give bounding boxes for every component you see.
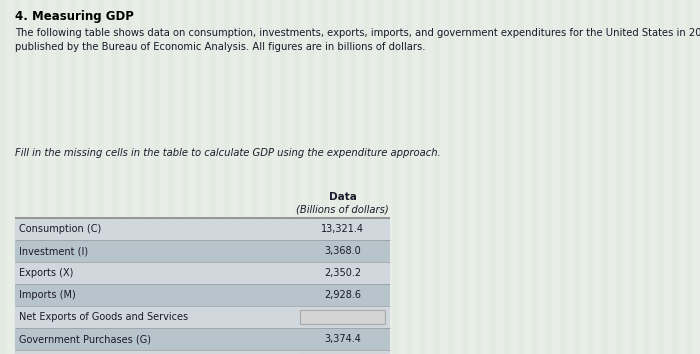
Bar (280, 0, 286, 354)
Bar (112, 0, 118, 354)
Bar (84, 0, 90, 354)
Bar (15, 306, 390, 328)
Bar (42, 0, 48, 354)
Bar (0, 0, 6, 354)
Text: 2,350.2: 2,350.2 (324, 268, 361, 278)
Bar (672, 0, 678, 354)
Text: published by the Bureau of Economic Analysis. All figures are in billions of dol: published by the Bureau of Economic Anal… (15, 42, 426, 52)
Bar (196, 0, 202, 354)
Bar (322, 0, 328, 354)
Bar (392, 0, 398, 354)
Bar (378, 0, 384, 354)
Bar (252, 0, 258, 354)
Text: 3,368.0: 3,368.0 (324, 246, 361, 256)
Bar (140, 0, 146, 354)
Bar (28, 0, 34, 354)
Bar (168, 0, 174, 354)
Text: Government Purchases (G): Government Purchases (G) (19, 334, 151, 344)
Bar (294, 0, 300, 354)
Bar (126, 0, 132, 354)
Bar (518, 0, 524, 354)
Bar (15, 350, 390, 354)
Bar (644, 0, 650, 354)
Bar (630, 0, 636, 354)
Bar (154, 0, 160, 354)
Bar (266, 0, 272, 354)
Bar (56, 0, 62, 354)
Bar (658, 0, 664, 354)
Bar (15, 240, 390, 262)
Bar (504, 0, 510, 354)
Bar (70, 0, 76, 354)
Bar (602, 0, 608, 354)
Bar (300, 310, 385, 324)
Text: Exports (X): Exports (X) (19, 268, 74, 278)
Bar (350, 0, 356, 354)
Bar (15, 284, 390, 306)
Text: Imports (M): Imports (M) (19, 290, 76, 300)
Bar (574, 0, 580, 354)
Text: Fill in the missing cells in the table to calculate GDP using the expenditure ap: Fill in the missing cells in the table t… (15, 148, 441, 158)
Bar (336, 0, 342, 354)
Bar (98, 0, 104, 354)
Bar (532, 0, 538, 354)
Bar (182, 0, 188, 354)
Bar (238, 0, 244, 354)
Bar (476, 0, 482, 354)
Text: 3,374.4: 3,374.4 (324, 334, 361, 344)
Bar (210, 0, 216, 354)
Text: 2,928.6: 2,928.6 (324, 290, 361, 300)
Bar (420, 0, 426, 354)
Text: Data: Data (328, 192, 356, 202)
Text: The following table shows data on consumption, investments, exports, imports, an: The following table shows data on consum… (15, 28, 700, 38)
Bar (616, 0, 622, 354)
Text: Investment (I): Investment (I) (19, 246, 88, 256)
Text: Net Exports of Goods and Services: Net Exports of Goods and Services (19, 312, 188, 322)
Bar (15, 218, 390, 240)
Bar (434, 0, 440, 354)
Bar (462, 0, 468, 354)
Bar (560, 0, 566, 354)
Bar (490, 0, 496, 354)
Bar (686, 0, 692, 354)
Bar (308, 0, 314, 354)
Text: Consumption (C): Consumption (C) (19, 224, 102, 234)
Bar (448, 0, 454, 354)
Bar (364, 0, 370, 354)
Text: (Billions of dollars): (Billions of dollars) (296, 204, 389, 214)
Bar (15, 328, 390, 350)
Text: 13,321.4: 13,321.4 (321, 224, 364, 234)
Bar (546, 0, 552, 354)
Text: 4. Measuring GDP: 4. Measuring GDP (15, 10, 134, 23)
Bar (224, 0, 230, 354)
Bar (406, 0, 412, 354)
Bar (14, 0, 20, 354)
Bar (588, 0, 594, 354)
Bar (15, 262, 390, 284)
